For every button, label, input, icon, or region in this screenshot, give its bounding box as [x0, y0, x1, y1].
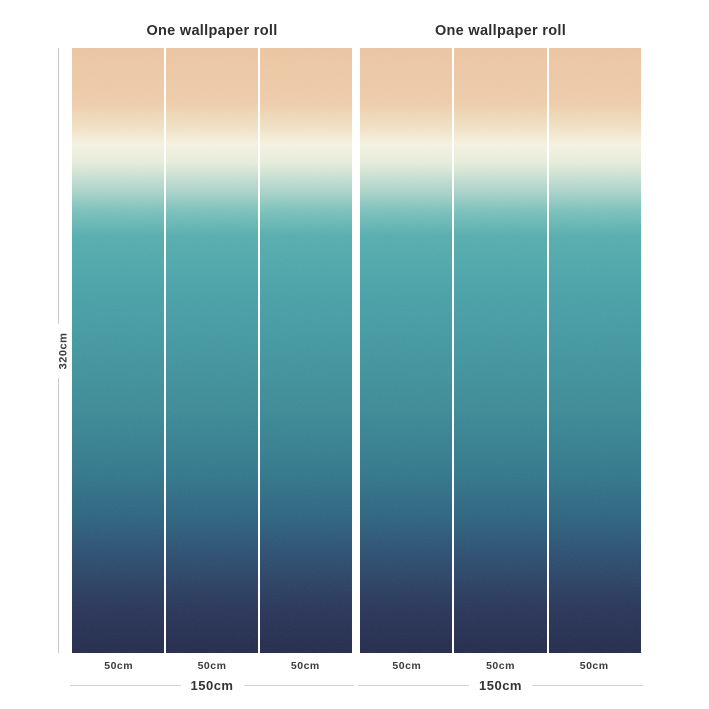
- roll-title-left: One wallpaper roll: [146, 23, 278, 39]
- strip-width-label: 50cm: [579, 660, 609, 672]
- height-dimension: 320cm: [45, 48, 71, 653]
- strip-width-labels-left: 50cm 50cm 50cm: [72, 660, 352, 672]
- height-dimension-line-top: [57, 48, 59, 324]
- strip-width-label: 50cm: [290, 660, 320, 672]
- roll-width-label: 150cm: [479, 677, 522, 693]
- wallpaper-strip: [260, 48, 352, 653]
- width-dimension-line: [532, 684, 644, 686]
- width-dimension-line: [358, 684, 470, 686]
- height-dimension-line-bottom: [57, 377, 59, 653]
- wallpaper-strip: [548, 48, 641, 653]
- wallpaper-strip: [454, 48, 547, 653]
- roll-width-dimension-left: 150cm: [70, 677, 355, 693]
- width-dimension-line: [243, 684, 355, 686]
- wallpaper-strip: [166, 48, 258, 653]
- wallpaper-roll-left: [72, 48, 352, 653]
- strip-width-label: 50cm: [486, 660, 515, 672]
- strip-width-label: 50cm: [392, 660, 422, 672]
- wallpaper-strip: [360, 48, 453, 653]
- height-dimension-label: 320cm: [57, 332, 70, 369]
- strip-width-label: 50cm: [197, 660, 227, 672]
- roll-title-right: One wallpaper roll: [434, 23, 567, 39]
- wallpaper-strip: [72, 48, 164, 653]
- strip-width-labels-right: 50cm 50cm 50cm: [360, 660, 641, 672]
- height-dimension-label-box: 320cm: [45, 324, 71, 378]
- roll-width-label: 150cm: [190, 677, 234, 693]
- width-dimension-line: [70, 684, 181, 686]
- strip-width-label: 50cm: [104, 660, 134, 672]
- roll-width-dimension-right: 150cm: [358, 677, 644, 693]
- wallpaper-roll-right: [360, 48, 641, 653]
